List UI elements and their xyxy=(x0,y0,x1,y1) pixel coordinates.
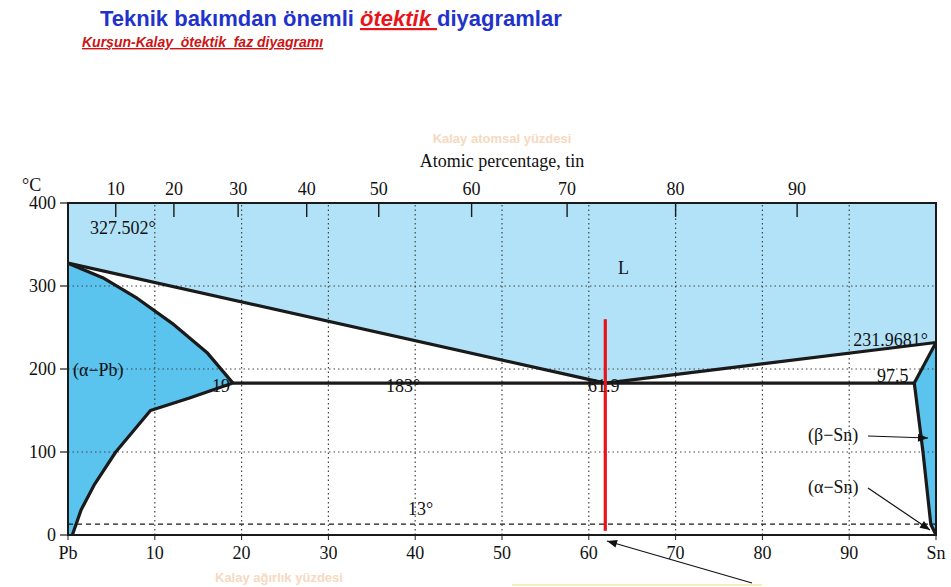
x-tick-label: 70 xyxy=(667,543,685,563)
x2-tick-label: 20 xyxy=(165,179,183,199)
annotation: 13° xyxy=(408,499,433,519)
arrow-red-line-head xyxy=(607,540,618,548)
grid-line-x xyxy=(588,203,589,535)
arrow-red-line xyxy=(607,541,752,583)
annotation: 327.502° xyxy=(90,218,156,238)
grid-line-x xyxy=(328,203,329,535)
annotation: L xyxy=(618,258,629,278)
x2-tick-label: 60 xyxy=(463,179,481,199)
x-label-note: Kalay ağırlık yüzdesi xyxy=(215,570,343,585)
annotation: 61.9 xyxy=(588,376,620,396)
annotation: (β−Sn) xyxy=(808,425,858,446)
x2-tick xyxy=(173,203,174,217)
y-tick xyxy=(60,202,68,203)
x2-label-note: Kalay atomsal yüzdesi xyxy=(433,131,572,146)
x2-tick xyxy=(471,203,472,217)
annotations: 327.502° L 231.9681° (α−Pb) 19 183° 61.9 97.5 (β… xyxy=(73,218,928,519)
plot-frame xyxy=(68,203,936,535)
x2-tick-label: 90 xyxy=(788,179,806,199)
y-tick xyxy=(60,285,68,286)
title-word: Teknik xyxy=(100,6,174,31)
y-tick-label: 300 xyxy=(29,276,56,296)
title: Teknik bakımdan önemli ötektik diyagraml… xyxy=(100,6,562,31)
x2-tick xyxy=(378,203,379,217)
title-word: ötektik xyxy=(360,6,437,31)
x-tick-label: Pb xyxy=(58,543,77,563)
x-tick-label: Sn xyxy=(926,543,945,563)
x2-tick-label: 30 xyxy=(229,179,247,199)
x2-tick-label: 10 xyxy=(107,179,125,199)
phase-boundary xyxy=(72,383,233,535)
x2-tick xyxy=(115,203,116,217)
x-tick xyxy=(588,535,589,540)
phase-boundary xyxy=(914,383,936,535)
y-tick xyxy=(60,451,68,452)
x-tick xyxy=(154,535,155,540)
x-tick xyxy=(415,535,416,540)
arrow-alpha-sn-head xyxy=(919,521,930,530)
phase-boundary xyxy=(233,382,914,385)
annotation: (α−Sn) xyxy=(808,477,859,498)
phase-boundary xyxy=(68,263,233,383)
x-tick-label: 20 xyxy=(233,543,251,563)
arrow-beta-sn-head xyxy=(918,434,928,442)
annotation: 183° xyxy=(386,376,420,396)
x-tick xyxy=(328,535,329,540)
x-tick-label: 60 xyxy=(580,543,598,563)
x2-tick xyxy=(675,203,676,217)
annotation: (α−Pb) xyxy=(73,360,124,381)
grid-line-x xyxy=(241,203,242,535)
subtitle: Kurşun-Kalay ötektik faz diyagramı xyxy=(82,34,323,50)
annotation: 19 xyxy=(212,376,230,396)
note-box-edge xyxy=(512,584,762,586)
grid-line-x xyxy=(501,203,502,535)
x2-tick-label: 80 xyxy=(667,179,685,199)
x-tick-label: 30 xyxy=(319,543,337,563)
y-tick xyxy=(60,368,68,369)
grid xyxy=(68,203,936,535)
y-tick-label: 200 xyxy=(29,359,56,379)
x-tick xyxy=(936,535,937,540)
title-word: bakımdan xyxy=(174,6,283,31)
y-tick xyxy=(60,534,68,535)
y-label: °C xyxy=(22,175,41,195)
title-word: önemli xyxy=(283,6,360,31)
x-tick xyxy=(241,535,242,540)
y-tick-label: 100 xyxy=(29,442,56,462)
dashed-line xyxy=(68,524,936,525)
chart: Teknik bakımdan önemli ötektik diyagraml… xyxy=(0,0,951,587)
x-tick xyxy=(849,535,850,540)
x-tick xyxy=(762,535,763,540)
x2-tick-label: 50 xyxy=(370,179,388,199)
x-tick xyxy=(502,535,503,540)
grid-line-y xyxy=(68,285,936,286)
x2-tick xyxy=(306,203,307,217)
y-tick-label: 400 xyxy=(29,193,56,213)
annotation: 231.9681° xyxy=(853,330,928,350)
phase-boundary xyxy=(68,263,936,383)
x-tick xyxy=(68,535,69,540)
x2-tick-label: 40 xyxy=(298,179,316,199)
phase-boundary xyxy=(604,319,607,531)
x2-tick-label: 70 xyxy=(558,179,576,199)
x-tick-label: 90 xyxy=(840,543,858,563)
x2-tick xyxy=(796,203,797,217)
x-tick-label: 10 xyxy=(146,543,164,563)
x2-tick xyxy=(566,203,567,217)
x-tick-label: 50 xyxy=(493,543,511,563)
annotation: 97.5 xyxy=(877,366,909,386)
y-tick-label: 0 xyxy=(47,525,56,545)
grid-line-y xyxy=(68,451,936,452)
grid-line-y xyxy=(68,368,936,369)
title-word: diyagramlar xyxy=(437,6,562,31)
arrow-alpha-sn xyxy=(868,488,930,530)
x2-label: Atomic percentage, tin xyxy=(420,151,584,171)
x-tick-label: 80 xyxy=(753,543,771,563)
x-tick xyxy=(675,535,676,540)
x-tick-label: 40 xyxy=(406,543,424,563)
phase-area xyxy=(68,263,233,535)
x2-tick xyxy=(237,203,238,217)
phase-area xyxy=(914,342,936,535)
plot-area xyxy=(68,203,936,535)
